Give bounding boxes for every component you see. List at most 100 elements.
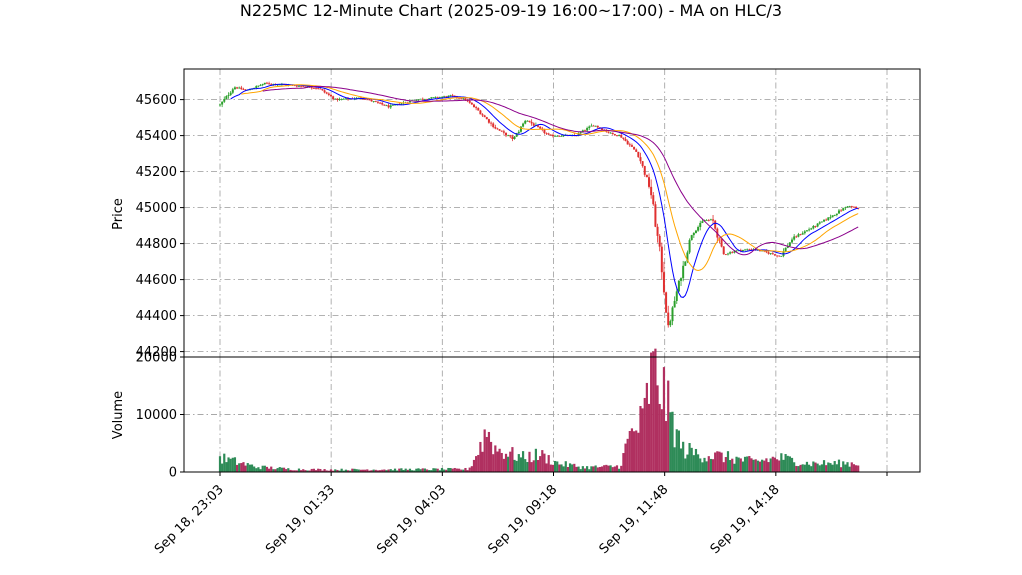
x-tick-label: Sep 19, 11:48 [597, 482, 672, 557]
volume-bar [658, 403, 661, 472]
volume-bar [451, 468, 454, 472]
candle-body [690, 235, 693, 241]
volume-bar [261, 465, 264, 472]
volume-bar [423, 468, 427, 472]
volume-bar [344, 469, 348, 472]
candle-body [372, 101, 375, 102]
volume-bar [545, 463, 548, 472]
volume-bar [287, 468, 290, 472]
candle-body [376, 101, 379, 103]
volume-bar [795, 465, 798, 472]
volume-bar [413, 470, 416, 472]
volume-bar [267, 468, 271, 472]
volume-bar [716, 451, 719, 472]
volume-bar [615, 465, 619, 472]
volume-bar [844, 464, 847, 472]
volume-bar [276, 468, 279, 472]
candle-body [231, 89, 234, 93]
volume-bar [541, 450, 544, 472]
candle-body [643, 166, 646, 175]
candle-body [840, 210, 843, 212]
moving-average-lines [230, 83, 859, 298]
candle-body [323, 90, 326, 93]
volume-bar [526, 462, 529, 472]
candle-body [434, 96, 437, 98]
candle-body [524, 120, 527, 124]
volume-bar [688, 443, 691, 472]
volume-bar [460, 469, 463, 472]
volume-bar [445, 469, 448, 472]
volume-bar [822, 460, 826, 472]
candle-body [776, 255, 779, 257]
candle-body [735, 250, 738, 252]
volume-bar [775, 459, 779, 472]
volume-bar [419, 469, 422, 472]
candle-body [421, 98, 424, 100]
volume-bar [221, 463, 224, 472]
volume-bar [265, 466, 269, 472]
x-tick-label: Sep 18, 23:03 [152, 482, 227, 557]
volume-bar [295, 470, 298, 472]
volume-bar [575, 466, 578, 472]
candle-body [522, 123, 525, 127]
candle-body [583, 130, 586, 132]
candle-body [242, 89, 245, 90]
candle-body [560, 136, 563, 137]
volume-bar [470, 466, 473, 472]
candle-body [788, 242, 791, 247]
volume-bar [588, 469, 591, 472]
candle-body [654, 204, 657, 227]
volume-bar [233, 457, 237, 472]
volume-bar [741, 461, 745, 472]
volume-bar [225, 462, 228, 472]
volume-bar [778, 460, 781, 472]
candle-body [319, 88, 322, 90]
candle-body [767, 252, 770, 254]
volume-bar [568, 463, 572, 472]
candle-body [458, 97, 461, 99]
volume-bar [816, 463, 819, 472]
candle-body [628, 144, 631, 146]
candle-body [238, 87, 241, 89]
candle-body [648, 177, 651, 187]
volume-bar [590, 466, 593, 472]
candle-body [652, 195, 655, 205]
volume-bar [387, 469, 390, 472]
x-axis-ticks: Sep 18, 23:03 Sep 19, 01:33 Sep 19, 04:03 S… [152, 472, 888, 557]
candle-body [773, 254, 776, 256]
candle-body [848, 205, 851, 207]
candle-body [494, 127, 497, 129]
candle-body [244, 89, 247, 91]
candle-body [624, 138, 627, 141]
candle-body [812, 225, 815, 229]
volume-bar [240, 463, 243, 472]
volume-bar [314, 470, 318, 472]
volume-bar [364, 469, 367, 472]
volume-bar [560, 464, 563, 472]
candle-body [545, 133, 548, 134]
price-y-ticks: 44200 44400 44600 44800 45000 45200 45400 45600 [136, 93, 184, 360]
volume-bar [746, 456, 749, 472]
volume-bar [524, 459, 527, 472]
volume-bar [278, 467, 281, 472]
volume-bar [857, 465, 860, 472]
candle-body [846, 206, 849, 208]
volume-bar [308, 470, 311, 472]
volume-bar [513, 459, 516, 472]
candle-body [272, 83, 275, 85]
candle-body [650, 186, 653, 196]
volume-bar [406, 469, 409, 472]
volume-bar [438, 470, 441, 472]
candle-body [701, 221, 704, 223]
candle-body [300, 85, 303, 87]
candle-body [394, 104, 397, 106]
volume-bar [425, 469, 429, 472]
candle-body [464, 98, 467, 101]
candle-body [391, 104, 394, 106]
volume-bar [432, 468, 435, 472]
volume-bar [393, 468, 397, 472]
candle-body [618, 134, 621, 136]
volume-bar [829, 463, 832, 472]
volume-bar [430, 470, 433, 472]
candle-body [340, 98, 343, 100]
